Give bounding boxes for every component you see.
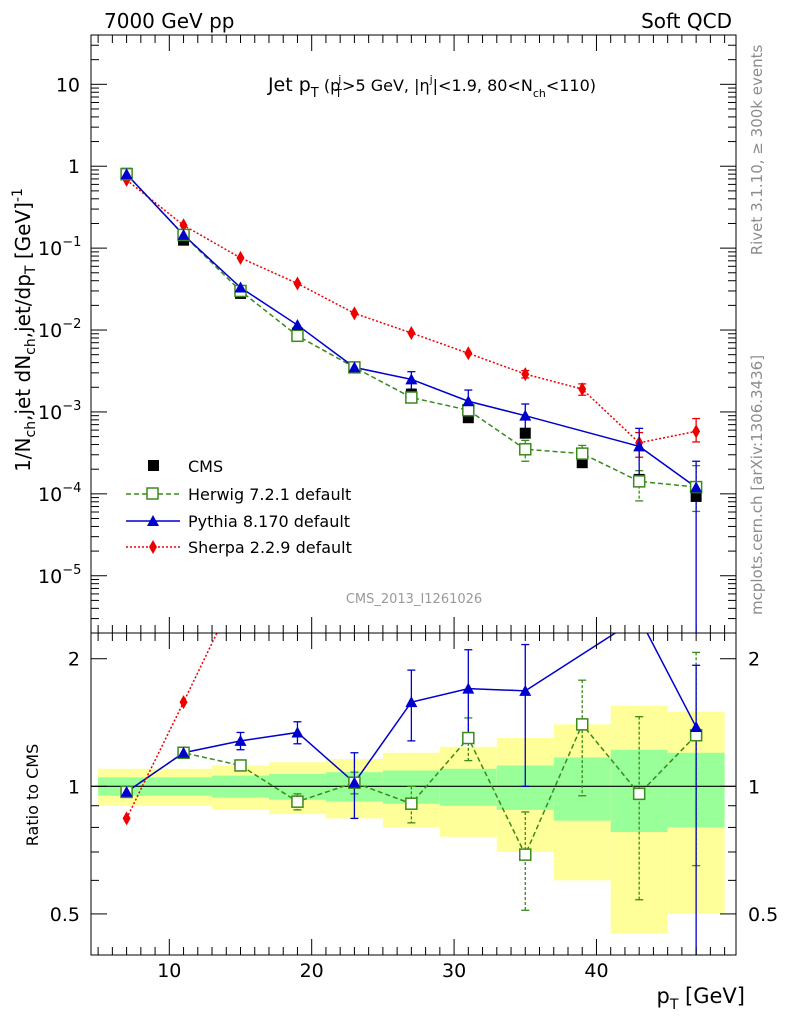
sherpa-point [236,250,245,265]
ratio-pythia-point [348,776,361,788]
ratio-herwig-point [519,848,532,861]
ratio-herwig-point [575,718,589,731]
herwig-point [519,443,532,456]
cms-point [576,457,588,469]
y-tick-label: 10 [56,74,80,96]
legend-marker-sherpa [149,540,157,554]
ratio-herwig-point [291,795,304,808]
herwig-point [405,391,418,404]
ratio-pythia-line [126,633,697,793]
sherpa-point [521,367,530,382]
herwig-point [575,447,589,460]
ratio-pythia-point [690,721,703,733]
y-tick-label: 10−4 [38,481,81,506]
ratio-y-tick-label: 0.5 [50,904,80,926]
side-label-rivet: Rivet 3.1.10, ≥ 300k events [748,45,766,256]
pythia-point [519,409,532,421]
legend-marker-herwig [146,487,159,500]
ratio-y-tick-label-right: 0.5 [748,904,778,926]
sherpa-point [350,306,359,321]
pythia-point [405,373,418,385]
pythia-point [234,281,247,293]
herwig-point [291,329,304,343]
herwig-line [126,173,697,488]
herwig-point [462,403,475,417]
ratio-pythia-point [462,682,475,694]
cms-point [462,412,474,424]
ratio-data [120,577,703,955]
side-label-mcplots: mcplots.cern.ch [arXiv:1306.3436] [748,355,766,615]
ratio-y-tick-label-right: 1 [748,776,760,798]
sherpa-point [464,346,473,361]
header-right: Soft QCD [641,9,732,33]
ratio-pythia-point [120,785,133,797]
pythia-point [690,481,703,493]
ratio-pythia-point [519,684,532,696]
sherpa-point [578,382,587,397]
pythia-point [633,440,646,452]
pythia-point [348,361,361,373]
x-axis-label: pT [GeV] [656,984,745,1013]
x-tick-label: 10 [157,960,181,982]
ratio-pythia-point [633,612,645,623]
ratio-herwig-point [462,731,475,745]
legend-label-pythia: Pythia 8.170 default [188,512,350,531]
y-tick-label: 10−3 [38,399,81,424]
herwig-point [632,475,646,488]
y-tick-label: 10−1 [38,235,81,260]
ratio-herwig-point [405,797,418,810]
watermark: CMS_2013_I1261026 [346,592,482,607]
pythia-point [177,228,190,240]
ratio-herwig-point [632,787,646,801]
main-panel: 10 1 10−1 10−2 10−3 10−4 10−5 Jet pT (pj T>5 Ge… [38,34,737,634]
legend-marker-pythia [147,515,159,526]
x-tick-label: 20 [300,960,324,982]
pythia-point [462,395,475,407]
ratio-pythia-point [291,726,304,738]
legend-label-sherpa: Sherpa 2.2.9 default [188,538,352,557]
ratio-pythia-point [405,696,418,708]
plot-title: Jet pT (pj T>5 GeV, |ηj|<1.9, 80<Nch<110) [267,73,596,101]
main-ticks: 10 1 10−1 10−2 10−3 10−4 10−5 [38,34,736,634]
x-tick-label: 40 [584,960,608,982]
y-tick-label: 1 [68,156,80,178]
ratio-panel: 2 2 1 1 0.5 0.5 [50,577,778,956]
ratio-y-tick-label: 2 [68,649,80,671]
ratio-sherpa-point [179,695,188,710]
ratio-sherpa-point [122,811,131,826]
sherpa-point [407,325,416,340]
ratio-pythia-point [234,734,247,746]
legend: CMS Herwig 7.2.1 default Pythia 8.170 de… [126,457,352,557]
pythia-point [291,319,304,331]
y-tick-label: 10−2 [38,317,81,342]
x-tick-labels: 10 20 30 40 [157,960,608,982]
y-axis-label: 1/Nch,jet dNch,jet/dpT [GeV]-1 [10,188,39,472]
sherpa-point [293,276,302,291]
sherpa-point [692,424,701,439]
cms-point [690,490,702,502]
ratio-y-tick-label-right: 2 [748,649,760,671]
legend-label-herwig: Herwig 7.2.1 default [188,485,351,504]
ratio-y-tick-label: 1 [68,776,80,798]
ratio-frame [90,632,737,956]
y-tick-label: 10−5 [38,563,81,588]
ratio-sherpa-point [237,577,245,591]
legend-label-cms: CMS [188,457,223,476]
ratio-herwig-point [234,759,247,772]
cms-point [519,427,531,439]
header-left: 7000 GeV pp [104,9,235,33]
pythia-line [126,173,697,488]
ratio-pythia-point [177,746,190,758]
x-tick-label: 30 [442,960,466,982]
ratio-band-inner [439,768,497,806]
legend-marker-cms [148,460,159,471]
pythia-point [120,168,133,180]
ratio-ticks: 2 2 1 1 0.5 0.5 [50,633,778,956]
main-data [120,167,703,633]
ratio-y-axis-label: Ratio to CMS [23,744,42,846]
